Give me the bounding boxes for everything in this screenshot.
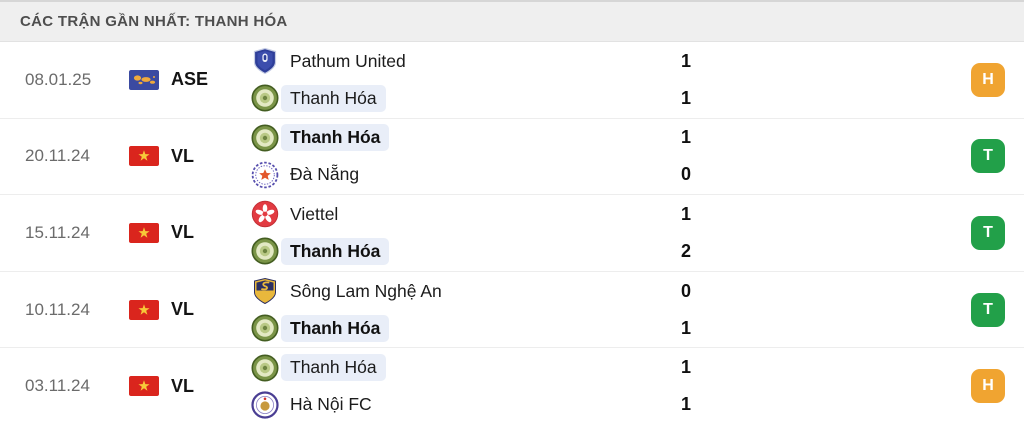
team-row[interactable]: Sông Lam Nghệ An 0 — [251, 273, 691, 310]
match-date: 03.11.24 — [25, 376, 90, 396]
match-date: 08.01.25 — [25, 69, 92, 89]
matchup: Sông Lam Nghệ An 0 Thanh Hóa 1 — [251, 273, 691, 347]
result-badge: T — [971, 292, 1005, 327]
team-score: 0 — [680, 280, 691, 301]
team-score: 2 — [680, 240, 691, 261]
team-row[interactable]: Thanh Hóa 1 — [251, 310, 691, 347]
team-name: Đà Nẵng — [290, 164, 360, 185]
song-lam-nghe-an-logo — [251, 277, 279, 305]
thanh-hoa-logo — [251, 124, 279, 152]
widget-title: CÁC TRẬN GẦN NHẤT: THANH HÓA — [20, 13, 288, 30]
matchup: Viettel 1 Thanh Hóa 2 — [251, 196, 691, 270]
team-row[interactable]: Pathum United 1 — [251, 43, 691, 80]
vietnam-flag-icon — [129, 376, 159, 397]
team-row[interactable]: Viettel 1 — [251, 196, 691, 233]
team-score: 1 — [680, 394, 691, 415]
competition-code: VL — [171, 222, 195, 243]
match-row[interactable]: 20.11.24 VL Thanh Hóa 1 — [0, 118, 1024, 196]
team-name: Sông Lam Nghệ An — [290, 280, 442, 301]
team-score: 1 — [680, 317, 691, 338]
asean-flag-icon — [129, 69, 159, 90]
team-score: 1 — [680, 203, 691, 224]
competition-code: VL — [171, 145, 195, 166]
team-score: 1 — [680, 357, 691, 378]
widget-header: CÁC TRẬN GẦN NHẤT: THANH HÓA — [0, 0, 1024, 42]
ha-noi-fc-logo — [251, 391, 279, 419]
team-row[interactable]: Đà Nẵng 0 — [251, 156, 691, 193]
team-score: 1 — [680, 50, 691, 71]
team-row[interactable]: Thanh Hóa 1 — [251, 80, 691, 117]
competition-code: VL — [171, 375, 195, 396]
team-name: Thanh Hóa — [281, 314, 390, 342]
pathum-united-logo — [251, 47, 279, 75]
da-nang-logo — [251, 161, 279, 189]
match-date: 20.11.24 — [25, 146, 90, 166]
match-date: 10.11.24 — [25, 299, 90, 319]
thanh-hoa-logo — [251, 314, 279, 342]
competition: ASE — [129, 69, 251, 90]
matchup: Thanh Hóa 1 Đà Nẵng 0 — [251, 119, 691, 193]
competition-code: VL — [171, 299, 195, 320]
thanh-hoa-logo — [251, 84, 279, 112]
result-badge: T — [971, 139, 1005, 174]
team-name: Thanh Hóa — [281, 124, 390, 152]
viettel-logo — [251, 200, 279, 228]
team-name: Hà Nội FC — [290, 394, 372, 415]
vietnam-flag-icon — [129, 222, 159, 243]
team-name: Thanh Hóa — [281, 354, 386, 382]
match-row[interactable]: 03.11.24 VL Thanh Hóa 1 — [0, 348, 1024, 424]
competition-code: ASE — [171, 69, 209, 90]
team-score: 0 — [680, 164, 691, 185]
vietnam-flag-icon — [129, 146, 159, 167]
competition: VL — [129, 146, 251, 167]
competition: VL — [129, 376, 251, 397]
match-list: 08.01.25 ASE Pathum United 1 — [0, 42, 1024, 424]
team-row[interactable]: Thanh Hóa 1 — [251, 349, 691, 386]
competition: VL — [129, 222, 251, 243]
match-date: 15.11.24 — [25, 222, 90, 242]
team-name: Thanh Hóa — [281, 84, 386, 112]
match-row[interactable]: 15.11.24 VL Viettel 1 — [0, 195, 1024, 272]
team-name: Thanh Hóa — [281, 237, 390, 265]
result-badge: H — [971, 62, 1005, 97]
vietnam-flag-icon — [129, 299, 159, 320]
matchup: Pathum United 1 Thanh Hóa 1 — [251, 43, 691, 117]
team-name: Viettel — [290, 203, 339, 224]
team-row[interactable]: Thanh Hóa 1 — [251, 119, 691, 156]
team-score: 1 — [680, 127, 691, 148]
match-row[interactable]: 08.01.25 ASE Pathum United 1 — [0, 42, 1024, 119]
team-score: 1 — [680, 87, 691, 108]
thanh-hoa-logo — [251, 237, 279, 265]
team-name: Pathum United — [290, 50, 406, 71]
thanh-hoa-logo — [251, 354, 279, 382]
team-row[interactable]: Thanh Hóa 2 — [251, 233, 691, 270]
result-badge: T — [971, 215, 1005, 250]
team-row[interactable]: Hà Nội FC 1 — [251, 386, 691, 423]
match-row[interactable]: 10.11.24 VL Sông Lam Nghệ An 0 — [0, 271, 1024, 349]
result-badge: H — [971, 369, 1005, 404]
competition: VL — [129, 299, 251, 320]
matchup: Thanh Hóa 1 Hà Nội FC 1 — [251, 349, 691, 423]
